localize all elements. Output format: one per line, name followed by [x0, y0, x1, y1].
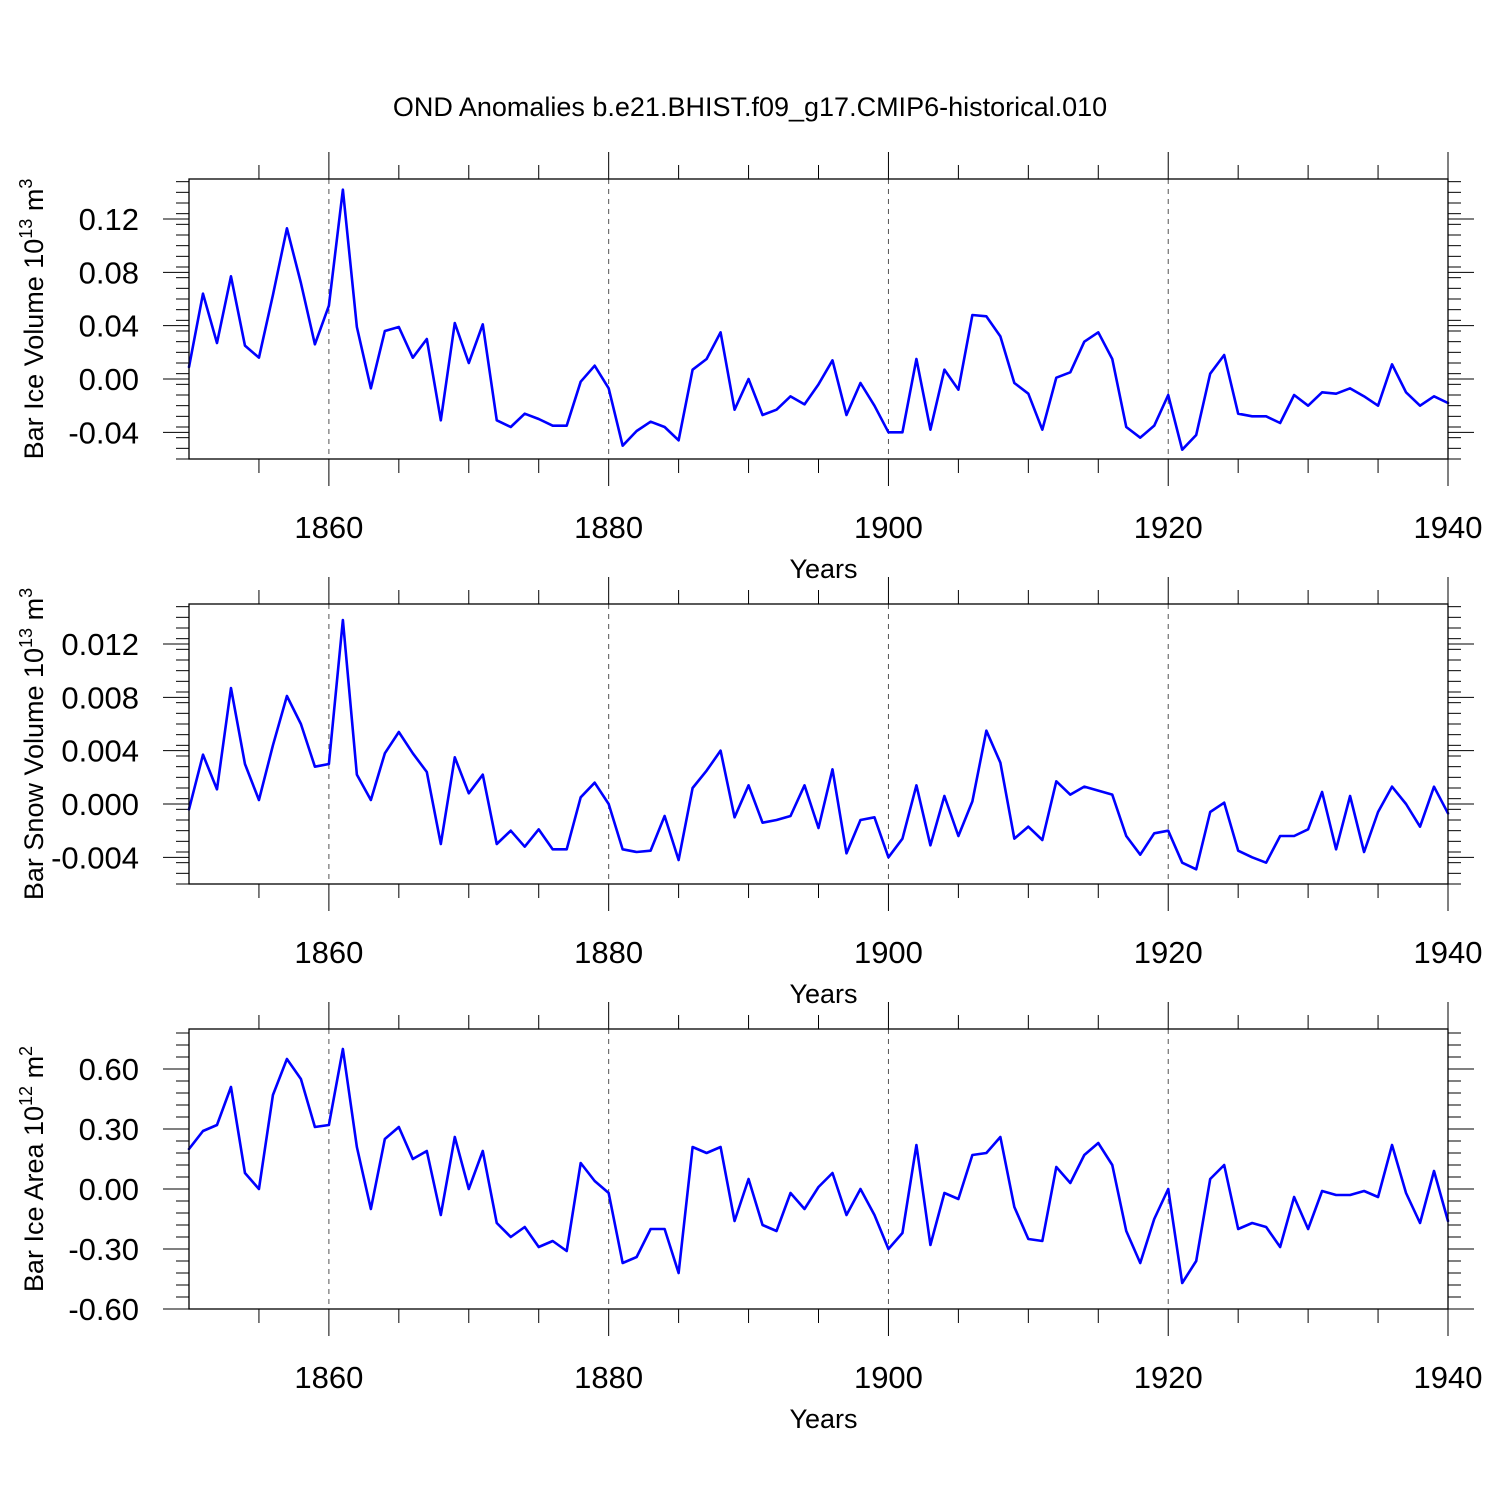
panel-snow: 1860 1880 1900 1920 1940 -0.004 0.000 0.004 0.00…: [16, 577, 1482, 1009]
y-tick-label: 0.12: [79, 202, 139, 237]
x-tick-label: 1860: [294, 510, 363, 545]
data-line-snow: [187, 618, 1450, 871]
y-tick-label: 0.60: [79, 1052, 139, 1087]
y-tick-label: 0.004: [61, 734, 139, 769]
x-tick-label: 1860: [294, 1360, 363, 1395]
y-tick-label: -0.04: [68, 415, 139, 450]
x-tick-label: 1940: [1414, 935, 1483, 970]
x-tick-label: 1900: [854, 1360, 923, 1395]
y-tick-label: 0.000: [61, 787, 139, 822]
x-tick-label: 1920: [1134, 510, 1203, 545]
y-tick-label: 0.00: [79, 1172, 139, 1207]
x-axis-title: Years: [789, 979, 857, 1009]
y-tick-label: -0.004: [51, 840, 139, 875]
x-tick-label: 1900: [854, 935, 923, 970]
y-axis-title: Bar Ice Area 1012 m2: [16, 1046, 49, 1292]
x-tick-label: 1880: [574, 935, 643, 970]
panel-volume: 1860 1880 1900 1920 1940 -0.04 0.00 0.04 0.08 0.1…: [16, 152, 1482, 584]
y-tick-label: -0.60: [68, 1292, 139, 1327]
x-axis-title: Years: [789, 1404, 857, 1434]
data-line-volume: [187, 188, 1450, 451]
y-tick-label: 0.00: [79, 362, 139, 397]
x-tick-label: 1940: [1414, 1360, 1483, 1395]
y-tick-label: 0.30: [79, 1112, 139, 1147]
y-tick-label: 0.008: [61, 680, 139, 715]
x-axis-title: Years: [789, 554, 857, 584]
y-axis-title: Bar Snow Volume 1013 m3: [16, 588, 49, 900]
x-tick-label: 1880: [574, 1360, 643, 1395]
x-tick-label: 1920: [1134, 935, 1203, 970]
y-tick-label: 0.08: [79, 255, 139, 290]
y-axis-title: Bar Ice Volume 1013 m3: [16, 179, 49, 460]
x-tick-label: 1920: [1134, 1360, 1203, 1395]
x-tick-label: 1860: [294, 935, 363, 970]
data-line-area: [187, 1047, 1450, 1285]
chart-title: OND Anomalies b.e21.BHIST.f09_g17.CMIP6-…: [393, 92, 1107, 122]
x-tick-label: 1940: [1414, 510, 1483, 545]
plot-frame: [188, 178, 1449, 460]
y-tick-label: -0.30: [68, 1232, 139, 1267]
plot-frame: [188, 603, 1449, 885]
y-tick-label: 0.012: [61, 627, 139, 662]
panel-area: 1860 1880 1900 1920 1940 -0.60 -0.30 0.00 0.30 0.…: [16, 1002, 1482, 1434]
x-tick-label: 1880: [574, 510, 643, 545]
y-tick-label: 0.04: [79, 309, 139, 344]
plot-frame: [188, 1028, 1449, 1310]
x-tick-label: 1900: [854, 510, 923, 545]
